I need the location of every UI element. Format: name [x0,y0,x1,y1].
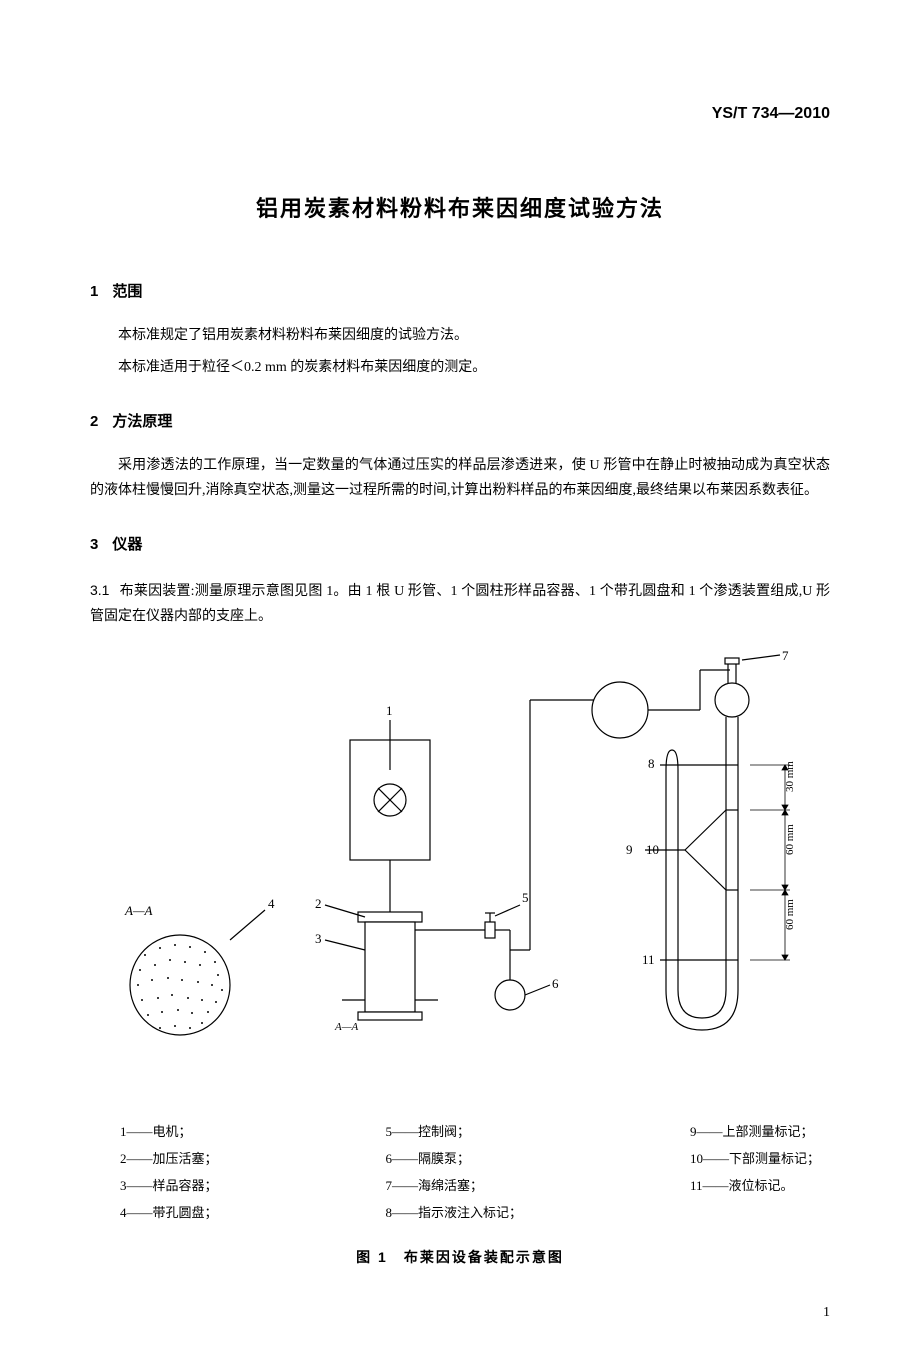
callout-4: 4 [268,896,275,911]
page-number: 1 [90,1300,830,1325]
callout-10: 10 [646,842,659,857]
legend-11: 11——液位标记。 [690,1172,820,1199]
section-1-p2: 本标准适用于粒径＜0.2 mm 的炭素材料布莱因细度的测定。 [90,355,830,380]
legend-col-1: 1——电机； 2——加压活塞； 3——样品容器； 4——带孔圆盘； [120,1118,218,1227]
section-3-heading: 3 仪器 [90,531,830,558]
subsection-3-1: 3.1布莱因装置:测量原理示意图见图 1。由 1 根 U 形管、1 个圆柱形样品… [90,578,830,629]
section-1-num: 1 [90,278,98,305]
legend-7: 7——海绵活塞； [385,1172,522,1199]
section-2-label: 方法原理 [112,413,172,430]
section-2-num: 2 [90,408,98,435]
section-1-p1: 本标准规定了铝用炭素材料粉料布莱因细度的试验方法。 [90,323,830,348]
callout-7: 7 [782,650,789,663]
callout-8: 8 [648,756,655,771]
figure-1: A—A 4 1 2 3 A—A 5 6 7 8 9 10 11 30 mm 60… [90,650,830,1270]
legend-col-2: 5——控制阀； 6——隔膜泵； 7——海绵活塞； 8——指示液注入标记； [385,1118,522,1227]
subsection-3-1-num: 3.1 [90,578,109,603]
legend-8: 8——指示液注入标记； [385,1199,522,1226]
legend-4: 4——带孔圆盘； [120,1199,218,1226]
section-3-label: 仪器 [112,536,142,553]
callout-6: 6 [552,976,559,991]
legend-3: 3——样品容器； [120,1172,218,1199]
section-label-right: A—A [334,1021,359,1033]
callout-11: 11 [642,952,655,967]
legend-10: 10——下部测量标记； [690,1145,820,1172]
subsection-3-1-text: 布莱因装置:测量原理示意图见图 1。由 1 根 U 形管、1 个圆柱形样品容器、… [90,584,830,624]
standard-code: YS/T 734—2010 [90,100,830,129]
legend-col-3: 9——上部测量标记； 10——下部测量标记； 11——液位标记。 [690,1118,820,1227]
callout-5: 5 [522,890,529,905]
legend-6: 6——隔膜泵； [385,1145,522,1172]
dim-60mm-b: 60 mm [784,898,796,929]
figure-legend: 1——电机； 2——加压活塞； 3——样品容器； 4——带孔圆盘； 5——控制阀… [90,1118,830,1227]
figure-1-caption: 图 1 布莱因设备装配示意图 [90,1245,830,1270]
dim-30mm: 30 mm [784,760,796,791]
callout-2: 2 [315,896,322,911]
legend-2: 2——加压活塞； [120,1145,218,1172]
dim-60mm-a: 60 mm [784,823,796,854]
legend-9: 9——上部测量标记； [690,1118,820,1145]
legend-5: 5——控制阀； [385,1118,522,1145]
apparatus-diagram: A—A 4 1 2 3 A—A 5 6 7 8 9 10 11 30 mm 60… [90,650,830,1100]
section-1-label: 范围 [112,283,142,300]
section-2-heading: 2 方法原理 [90,408,830,435]
section-3-num: 3 [90,531,98,558]
section-2-p1: 采用渗透法的工作原理，当一定数量的气体通过压实的样品层渗透进来，使 U 形管中在… [90,453,830,503]
callout-9: 9 [626,842,633,857]
section-label-left: A—A [124,903,153,918]
callout-1: 1 [386,703,393,718]
legend-1: 1——电机； [120,1118,218,1145]
section-1-heading: 1 范围 [90,278,830,305]
callout-3: 3 [315,931,322,946]
document-title: 铝用炭素材料粉料布莱因细度试验方法 [90,189,830,229]
